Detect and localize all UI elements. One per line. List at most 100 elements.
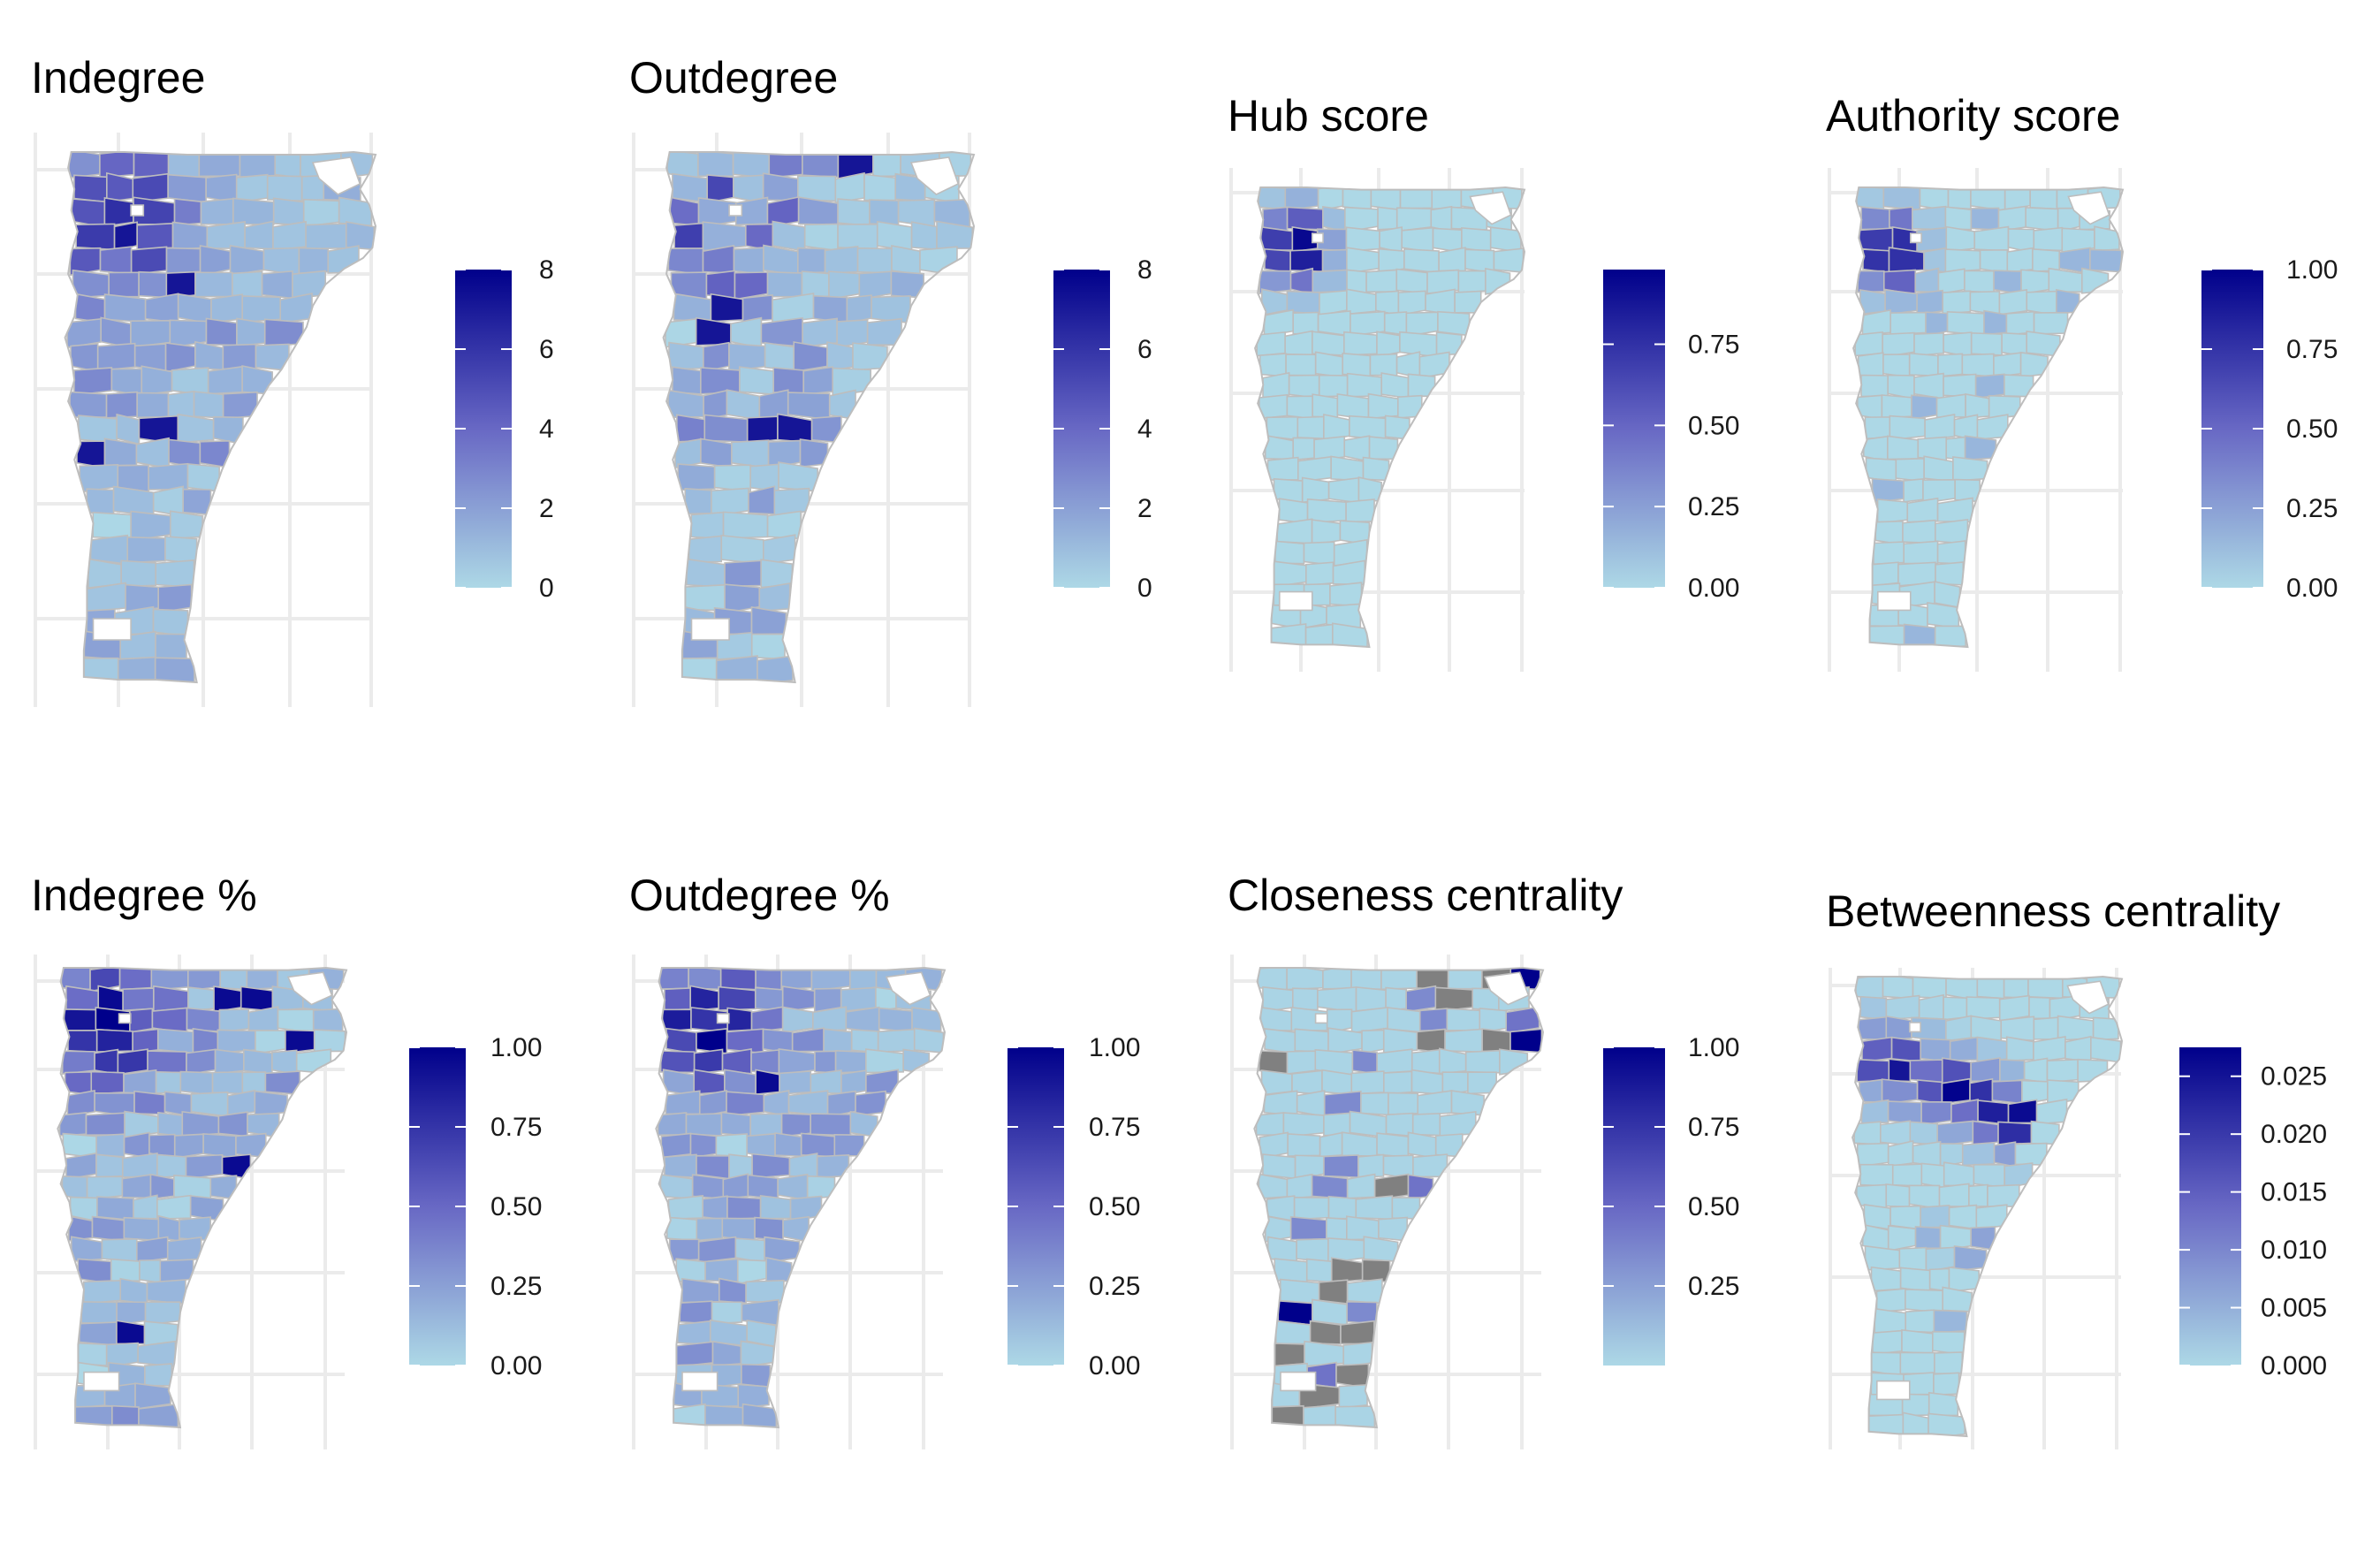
county-cell — [186, 462, 220, 492]
county-cell — [1860, 206, 1890, 231]
county-cell — [214, 1048, 245, 1075]
county-cell — [85, 1112, 125, 1136]
county-cell — [774, 1132, 802, 1158]
county-cell — [1262, 371, 1290, 399]
county-cell — [1296, 1237, 1329, 1263]
panel-outdegree-pct: Outdegree % 0.00 0.25 0.50 0.75 1.00 — [629, 871, 1140, 1449]
lake-area — [1469, 191, 1512, 225]
county-cell — [71, 198, 106, 229]
county-cell — [850, 1029, 879, 1054]
county-cell — [1301, 476, 1330, 504]
legend-tick-label: 0.50 — [490, 1192, 542, 1221]
county-cell — [1885, 1183, 1911, 1208]
county-cell — [1920, 1204, 1950, 1229]
county-cell — [187, 986, 215, 1012]
county-cell — [1941, 1077, 1971, 1105]
county-cell — [164, 536, 198, 565]
panel-hub-score: Hub score 0.00 0.25 0.50 0.75 — [1228, 91, 1739, 672]
county-cell — [136, 1236, 169, 1264]
county-cell — [1880, 1120, 1912, 1146]
county-cell — [675, 1258, 706, 1283]
county-cell — [1935, 393, 1966, 418]
county-cell — [1418, 1008, 1449, 1032]
county-cell — [800, 1132, 836, 1158]
county-cell — [1961, 353, 1995, 377]
county-cell — [681, 657, 718, 682]
county-cell — [741, 1403, 778, 1427]
county-cell — [1906, 497, 1939, 523]
county-cell — [1858, 1016, 1888, 1041]
county-cell — [285, 1029, 316, 1054]
county-cell — [133, 152, 170, 179]
county-cell — [255, 1030, 286, 1055]
county-cell — [797, 247, 826, 274]
legend-tick-label: 0.75 — [1089, 1113, 1140, 1142]
county-cell — [734, 271, 769, 301]
county-cell — [740, 1340, 775, 1368]
county-cell — [122, 987, 155, 1012]
county-cell — [1323, 414, 1350, 441]
county-cell — [1931, 1330, 1966, 1356]
choropleth-map — [657, 968, 945, 1427]
choropleth-map — [1256, 187, 1525, 647]
county-cell — [1977, 1099, 2010, 1126]
county-cell — [1264, 247, 1291, 274]
county-cell — [1346, 288, 1377, 316]
county-cell — [736, 1259, 767, 1285]
county-cell — [229, 244, 265, 277]
county-cell — [1887, 1225, 1917, 1252]
county-cell — [1999, 1059, 2026, 1084]
county-cell — [1927, 602, 1960, 629]
county-cell — [77, 1342, 108, 1366]
county-cell — [1457, 270, 1487, 294]
county-cell — [1903, 478, 1924, 503]
county-cell — [778, 1048, 816, 1076]
county-cell — [696, 1217, 724, 1242]
county-cell — [218, 1008, 250, 1033]
county-cell — [222, 343, 257, 370]
county-cell — [133, 1194, 158, 1220]
county-cell — [1318, 1279, 1349, 1305]
county-cell — [1430, 205, 1453, 232]
county-cell — [1908, 1184, 1941, 1210]
county-cell — [877, 1028, 916, 1053]
county-cell — [787, 392, 831, 421]
county-cell — [1346, 1173, 1376, 1199]
county-cell — [1862, 248, 1890, 274]
county-cell — [731, 439, 770, 469]
county-cell — [1289, 267, 1314, 296]
county-cell — [1943, 996, 1968, 1021]
county-cell — [241, 295, 282, 323]
county-cell — [147, 1050, 187, 1074]
county-cell — [1970, 207, 2000, 231]
county-cell — [1342, 1341, 1373, 1368]
county-cell — [1368, 436, 1399, 460]
county-cell — [70, 1236, 103, 1263]
county-cell — [78, 1321, 118, 1347]
county-cell — [111, 1404, 140, 1427]
county-cell — [153, 985, 189, 1012]
county-cell — [737, 1383, 770, 1410]
county-cell — [1991, 1079, 2023, 1105]
county-cell — [72, 269, 110, 299]
county-cell — [1903, 540, 1939, 565]
county-cell — [702, 221, 747, 252]
county-cell — [1376, 331, 1401, 358]
county-cell — [1446, 1008, 1481, 1031]
county-cell — [1973, 225, 2010, 252]
county-cell — [788, 1153, 818, 1179]
county-cell — [718, 985, 757, 1011]
county-cell — [726, 389, 761, 421]
county-cell — [810, 415, 842, 444]
county-cell — [1305, 1258, 1333, 1283]
county-cell — [206, 221, 246, 249]
county-cell — [1924, 413, 1956, 441]
county-cell — [741, 1363, 772, 1388]
county-cell — [2046, 1059, 2079, 1084]
county-cell — [1434, 1133, 1464, 1158]
county-cell — [243, 1048, 273, 1075]
county-cell — [1890, 311, 1927, 336]
lake-area — [286, 971, 333, 1006]
county-cell — [715, 1133, 748, 1158]
county-cell — [1276, 518, 1313, 544]
